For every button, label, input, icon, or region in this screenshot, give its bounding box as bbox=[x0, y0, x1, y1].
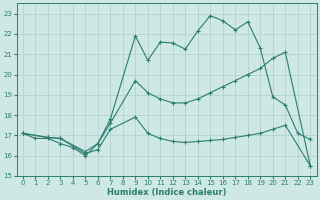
X-axis label: Humidex (Indice chaleur): Humidex (Indice chaleur) bbox=[107, 188, 226, 197]
